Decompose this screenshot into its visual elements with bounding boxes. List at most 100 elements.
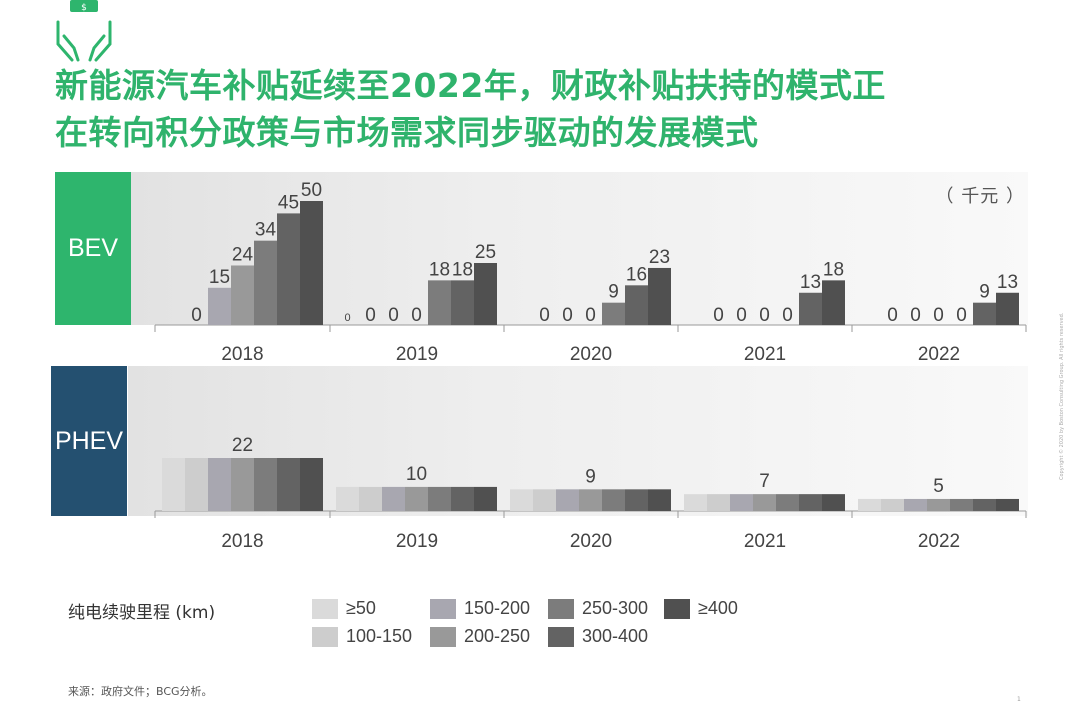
- bev-bar-label: 9: [979, 282, 990, 303]
- legend-label: 150-200: [464, 598, 531, 618]
- legend-item: 150-200: [430, 598, 530, 619]
- bev-bar-label: 16: [626, 264, 647, 285]
- legend-item: 100-150: [312, 626, 412, 647]
- bev-bar: [254, 240, 277, 325]
- bev-bar-label: 0: [782, 305, 793, 326]
- legend-label: ≥400: [698, 598, 738, 618]
- legend-swatch: [548, 598, 574, 619]
- phev-bar: [707, 494, 730, 511]
- bev-bar-label: 13: [997, 272, 1018, 293]
- bev-label: BEV: [55, 172, 131, 325]
- phev-bar: [428, 486, 451, 511]
- phev-bar: [208, 458, 231, 511]
- phev-bar: [277, 458, 300, 511]
- bev-bar: [996, 292, 1019, 325]
- phev-bar-label: 7: [759, 471, 770, 492]
- phev-bar: [625, 489, 648, 511]
- phev-x-tick-label: 2019: [396, 531, 438, 552]
- phev-bar-label: 10: [406, 464, 427, 485]
- bev-bar-label: 0: [388, 305, 399, 326]
- bev-bar-label: 13: [800, 272, 821, 293]
- bev-bar-label: 0: [736, 305, 747, 326]
- bev-bar: [822, 280, 845, 325]
- phev-bar: [579, 489, 602, 511]
- svg-text:$: $: [81, 3, 87, 13]
- phev-bar-label: 5: [933, 476, 944, 497]
- phev-bar: [753, 494, 776, 511]
- bev-bar-label: 0: [585, 305, 596, 326]
- bev-bar-label: 0: [411, 305, 422, 326]
- phev-bar: [602, 489, 625, 511]
- bev-bar-label: 18: [429, 259, 450, 280]
- bev-bar: [799, 292, 822, 325]
- legend-label: 250-300: [582, 598, 649, 618]
- legend-item: 300-400: [548, 626, 648, 647]
- bev-bar-label: 0: [344, 312, 350, 324]
- bev-bar: [428, 280, 451, 325]
- page-title: 新能源汽车补贴延续至2022年，财政补贴扶持的模式正 在转向积分政策与市场需求同…: [55, 62, 1035, 156]
- bev-bar-label: 15: [209, 267, 230, 288]
- bev-bar-label: 23: [649, 247, 670, 268]
- phev-bar: [533, 489, 556, 511]
- phev-bar: [405, 486, 428, 511]
- title-line-1: 新能源汽车补贴延续至2022年，财政补贴扶持的模式正: [55, 66, 886, 105]
- bev-bar: [625, 285, 648, 325]
- bev-bar-label: 0: [956, 305, 967, 326]
- phev-bar: [996, 498, 1019, 511]
- bev-bar-label: 0: [539, 305, 550, 326]
- bev-bar: [277, 213, 300, 325]
- legend-swatch: [548, 626, 574, 647]
- bev-bar-label: 45: [278, 192, 299, 213]
- phev-bar: [858, 498, 881, 511]
- legend-item: 200-250: [430, 626, 530, 647]
- phev-bar: [881, 498, 904, 511]
- phev-bar: [904, 498, 927, 511]
- legend-swatch: [312, 598, 338, 619]
- phev-bar: [451, 486, 474, 511]
- phev-bar: [336, 486, 359, 511]
- bev-x-tick-label: 2020: [570, 344, 612, 365]
- phev-bar: [973, 498, 996, 511]
- phev-bar: [950, 498, 973, 511]
- legend-item: 250-300: [548, 598, 648, 619]
- bev-x-tick-label: 2019: [396, 344, 438, 365]
- legend-label: 300-400: [582, 626, 649, 646]
- bev-bar: [648, 267, 671, 325]
- legend-item: ≥400: [664, 598, 738, 619]
- bev-bar: [231, 265, 254, 325]
- phev-bar-label: 22: [232, 435, 253, 456]
- legend-label: 200-250: [464, 626, 531, 646]
- bev-bar: [474, 263, 497, 325]
- page-number: 1: [1017, 696, 1021, 703]
- bev-bar-label: 0: [759, 305, 770, 326]
- phev-label: PHEV: [51, 366, 127, 516]
- phev-bar: [822, 494, 845, 511]
- bev-bar-label: 24: [232, 244, 254, 265]
- bev-bar-label: 0: [887, 305, 898, 326]
- phev-bar: [185, 458, 208, 511]
- legend-swatch: [312, 626, 338, 647]
- bev-bar-label: 0: [933, 305, 944, 326]
- phev-bar: [730, 494, 753, 511]
- legend-swatch: [664, 598, 690, 619]
- bev-x-tick-label: 2022: [918, 344, 960, 365]
- phev-bar: [556, 489, 579, 511]
- bev-bar: [602, 302, 625, 325]
- phev-bar: [359, 486, 382, 511]
- legend-label: ≥50: [346, 598, 376, 618]
- phev-bar-label: 9: [585, 466, 596, 487]
- bev-bar-label: 0: [191, 305, 202, 326]
- legend-label: 100-150: [346, 626, 413, 646]
- phev-bar: [300, 458, 323, 511]
- phev-bar: [684, 494, 707, 511]
- legend-title: 纯电续驶里程 (km): [68, 603, 216, 623]
- phev-bar: [776, 494, 799, 511]
- phev-bar: [254, 458, 277, 511]
- bev-bar-label: 18: [452, 259, 473, 280]
- legend-swatch: [430, 598, 456, 619]
- legend-swatch: [430, 626, 456, 647]
- bev-x-tick-label: 2021: [744, 344, 786, 365]
- phev-x-tick-label: 2018: [221, 531, 263, 552]
- bev-bar-label: 0: [910, 305, 921, 326]
